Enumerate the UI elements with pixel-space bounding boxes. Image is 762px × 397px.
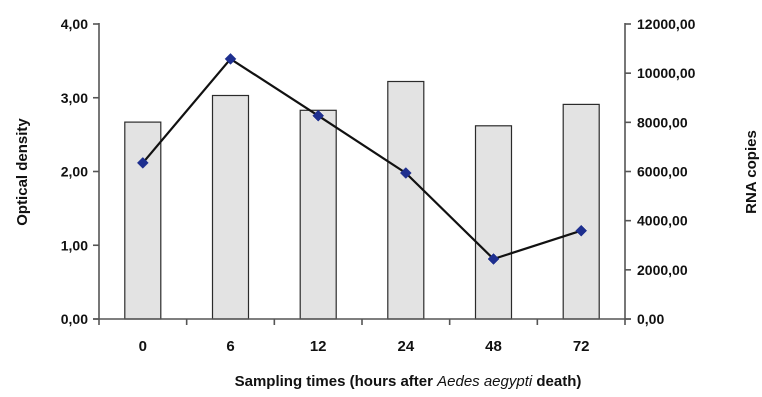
left-tick-label: 1,00 [61, 237, 88, 253]
bar-72 [562, 103, 600, 320]
ticks-layer: 0,001,002,003,004,000,002000,004000,0060… [61, 16, 696, 355]
right-tick-label: 12000,00 [637, 16, 696, 32]
rna-point-24 [399, 167, 412, 179]
bar-0 [124, 121, 162, 320]
right-tick-label: 6000,00 [637, 164, 688, 180]
bar-24 [387, 80, 425, 320]
y-axis-label-left: Optical density [14, 118, 31, 226]
x-tick-label: 6 [226, 338, 234, 355]
rna-point-0 [136, 157, 149, 169]
x-axis-label: Sampling times (hours after Aedes aegypt… [235, 373, 582, 390]
bars-layer [124, 80, 600, 320]
bar-48 [474, 125, 513, 320]
axes-layer [93, 23, 631, 320]
rna-point-6 [224, 53, 237, 65]
left-tick-label: 2,00 [61, 164, 88, 180]
bar-6 [211, 94, 250, 320]
rna-point-12 [312, 109, 325, 122]
x-axis-label-part: Sampling times (hours after [235, 373, 438, 390]
x-tick-label: 72 [573, 338, 590, 355]
x-axis-label-part: Aedes aegypti [436, 373, 533, 390]
x-tick-label: 12 [310, 338, 327, 355]
right-tick-label: 8000,00 [637, 114, 688, 130]
left-tick-label: 4,00 [61, 16, 88, 32]
bar-12 [299, 109, 337, 320]
y-axis-label-right: RNA copies [743, 130, 760, 214]
right-tick-label: 0,00 [637, 311, 664, 327]
left-tick-label: 3,00 [61, 90, 88, 106]
rna-copies-line [141, 57, 582, 261]
right-tick-label: 4000,00 [637, 213, 688, 229]
left-tick-label: 0,00 [61, 311, 88, 327]
x-tick-label: 48 [485, 338, 502, 355]
right-tick-label: 2000,00 [637, 262, 688, 278]
right-tick-label: 10000,00 [637, 65, 696, 81]
x-tick-label: 0 [139, 338, 147, 355]
line-layer [136, 53, 588, 265]
x-tick-label: 24 [397, 338, 414, 355]
rna-point-72 [575, 224, 588, 237]
x-axis-label-part: death) [532, 373, 581, 390]
rna-point-48 [487, 253, 500, 265]
